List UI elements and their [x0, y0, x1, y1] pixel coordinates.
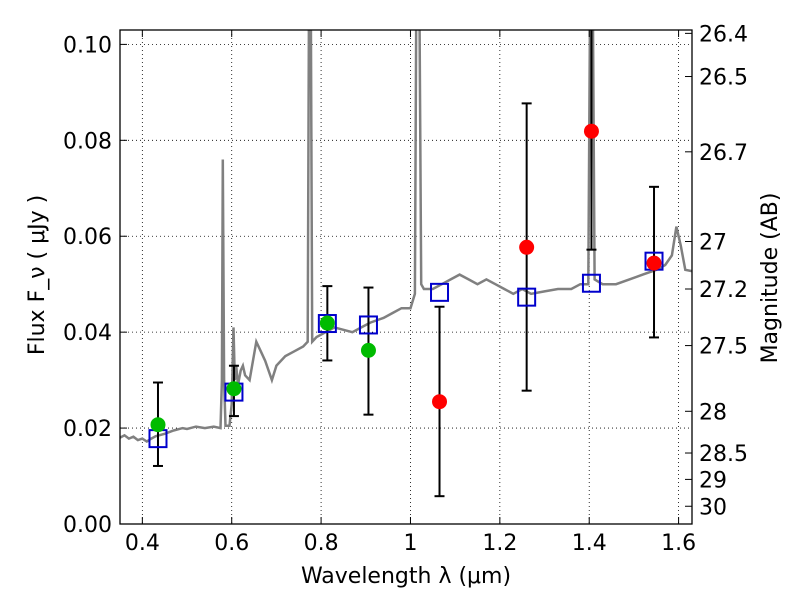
model-photometry-square — [581, 273, 601, 293]
detection-point — [150, 417, 166, 433]
right-axis-title: Magnitude (AB) — [758, 193, 783, 364]
x-tick-label: 1 — [403, 531, 417, 556]
x-tick-label: 1.4 — [572, 531, 607, 556]
model-spectrum-line — [120, 30, 692, 443]
right-tick-label: 30 — [699, 495, 727, 520]
model-photometry-square — [430, 282, 450, 302]
y-tick-label: 0.04 — [63, 321, 112, 346]
model-photometry-squares — [148, 251, 664, 449]
plot-area — [120, 30, 692, 498]
detection-point — [319, 315, 335, 331]
detection-point — [360, 342, 376, 358]
y-tick-label: 0.06 — [63, 225, 112, 250]
right-tick-label: 28.5 — [699, 442, 748, 467]
right-tick-label: 27 — [699, 231, 727, 256]
right-tick-label: 29 — [699, 468, 727, 493]
y-tick-label: 0.10 — [63, 33, 112, 58]
detection-point — [226, 381, 242, 397]
y-tick-label: 0.02 — [63, 417, 112, 442]
y-axis-title: Flux F_ν ( μJy ) — [25, 195, 50, 355]
x-tick-label: 1.6 — [661, 531, 696, 556]
plot-frame — [119, 29, 693, 525]
y-tick-label: 0.00 — [63, 513, 112, 538]
right-tick-label: 27.2 — [699, 278, 748, 303]
observed-photometry-points — [150, 123, 662, 433]
axis-ticks: 0.4 0.6 0.8 1 1.2 1.4 1.6 0.00 0.02 0.04 0.06 0.08 0… — [63, 22, 748, 556]
model-photometry-square — [517, 287, 537, 307]
grid — [120, 30, 692, 525]
right-tick-label: 27.5 — [699, 335, 748, 360]
right-tick-label: 28 — [699, 400, 727, 425]
model-photometry-square — [317, 314, 337, 334]
x-axis-title: Wavelength λ (μm) — [301, 564, 511, 589]
right-tick-label: 26.5 — [699, 66, 748, 91]
y-tick-label: 0.08 — [63, 129, 112, 154]
upper-limit-point — [646, 255, 662, 271]
x-tick-label: 1.2 — [482, 531, 517, 556]
model-photometry-square — [358, 315, 378, 335]
upper-limit-point — [519, 239, 535, 255]
right-tick-label: 26.7 — [699, 141, 748, 166]
x-tick-label: 0.8 — [304, 531, 339, 556]
upper-limit-point — [432, 394, 448, 410]
x-tick-label: 0.4 — [125, 531, 160, 556]
right-tick-label: 26.4 — [699, 22, 748, 47]
upper-limit-point — [583, 123, 599, 139]
x-tick-label: 0.6 — [214, 531, 249, 556]
